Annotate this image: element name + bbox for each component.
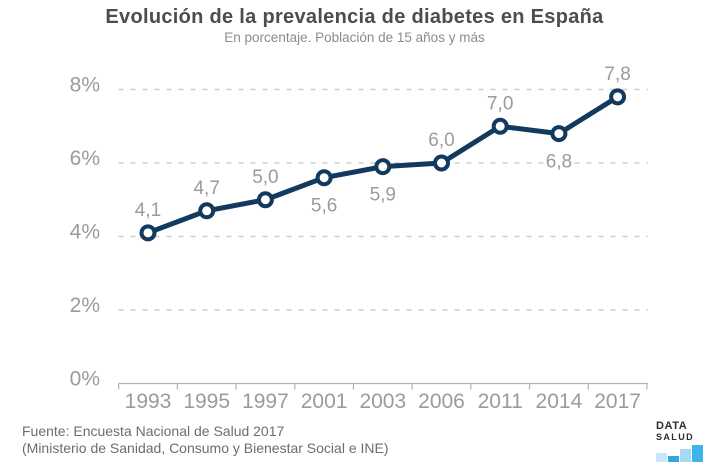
data-point-label: 4,7 [193,178,219,199]
data-point-marker [256,191,274,209]
logo-bar-chart-icon [656,445,706,462]
source-note: Fuente: Encuesta Nacional de Salud 2017 … [22,423,389,457]
data-point-label: 5,9 [370,185,396,206]
data-point-marker [198,202,216,220]
data-point-marker [609,88,627,106]
data-point-label: 5,6 [311,196,337,217]
x-axis-label: 1993 [125,390,172,413]
y-axis-label: 8% [70,74,100,97]
x-axis-label: 2001 [301,390,348,413]
data-point-label: 5,0 [252,167,278,188]
data-point-marker [374,158,392,176]
source-note-line1: Fuente: Encuesta Nacional de Salud 2017 [22,423,285,439]
datasalud-logo: DATA SALUD [656,421,706,462]
data-point-marker [550,125,568,143]
data-point-marker [315,169,333,187]
data-point-marker [433,154,450,172]
logo-bar [668,456,679,462]
x-axis-label: 2014 [536,390,583,413]
y-axis-label: 6% [70,147,100,170]
y-axis-label: 0% [70,368,100,391]
logo-bar [692,445,703,462]
y-axis-label: 4% [70,221,100,244]
x-axis-label: 1995 [183,390,230,413]
x-axis-label: 2003 [359,390,406,413]
data-point-marker [491,117,509,135]
data-point-label: 7,8 [604,64,630,85]
y-axis-label: 2% [70,294,100,317]
data-point-label: 4,1 [135,200,161,221]
logo-text-data: DATA [656,420,688,432]
chart-subtitle: En porcentaje. Población de 15 años y má… [224,30,485,45]
x-axis-label: 2017 [594,390,641,413]
logo-text-salud: SALUD [656,432,694,442]
logo-bar [656,453,667,462]
x-axis-label: 2011 [478,390,523,413]
source-note-line2: (Ministerio de Sanidad, Consumo y Bienes… [22,440,389,456]
data-point-label: 7,0 [487,93,513,114]
logo-bar [680,449,691,462]
x-axis-label: 2006 [418,390,465,413]
x-axis-label: 1997 [242,390,289,413]
data-point-label: 6,0 [428,130,454,151]
data-point-marker [139,224,157,242]
data-point-label: 6,8 [546,152,572,173]
chart-title: Evolución de la prevalencia de diabetes … [105,6,604,28]
